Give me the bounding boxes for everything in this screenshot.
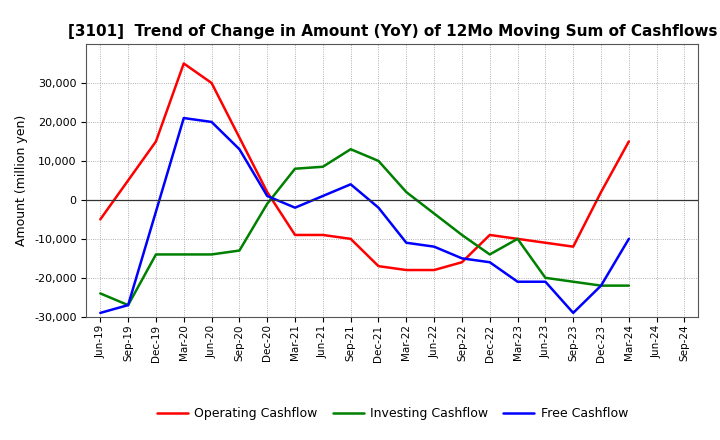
Free Cashflow	[263, 193, 271, 198]
Operating Cashflow	[96, 217, 104, 222]
Line: Investing Cashflow: Investing Cashflow	[100, 149, 629, 305]
Operating Cashflow	[179, 61, 188, 66]
Operating Cashflow	[624, 139, 633, 144]
Operating Cashflow	[513, 236, 522, 242]
Operating Cashflow	[291, 232, 300, 238]
Investing Cashflow	[541, 275, 550, 280]
Free Cashflow	[318, 193, 327, 198]
Free Cashflow	[430, 244, 438, 249]
Free Cashflow	[207, 119, 216, 125]
Free Cashflow	[541, 279, 550, 284]
Investing Cashflow	[263, 201, 271, 206]
Free Cashflow	[96, 310, 104, 315]
Legend: Operating Cashflow, Investing Cashflow, Free Cashflow: Operating Cashflow, Investing Cashflow, …	[152, 402, 633, 425]
Investing Cashflow	[569, 279, 577, 284]
Free Cashflow	[235, 147, 243, 152]
Free Cashflow	[346, 182, 355, 187]
Title: [3101]  Trend of Change in Amount (YoY) of 12Mo Moving Sum of Cashflows: [3101] Trend of Change in Amount (YoY) o…	[68, 24, 717, 39]
Investing Cashflow	[458, 232, 467, 238]
Y-axis label: Amount (million yen): Amount (million yen)	[16, 115, 29, 246]
Line: Operating Cashflow: Operating Cashflow	[100, 63, 629, 270]
Investing Cashflow	[96, 291, 104, 296]
Operating Cashflow	[485, 232, 494, 238]
Free Cashflow	[624, 236, 633, 242]
Investing Cashflow	[513, 236, 522, 242]
Investing Cashflow	[124, 302, 132, 308]
Operating Cashflow	[152, 139, 161, 144]
Investing Cashflow	[346, 147, 355, 152]
Operating Cashflow	[541, 240, 550, 246]
Investing Cashflow	[624, 283, 633, 288]
Free Cashflow	[597, 283, 606, 288]
Free Cashflow	[124, 302, 132, 308]
Investing Cashflow	[597, 283, 606, 288]
Investing Cashflow	[374, 158, 383, 164]
Operating Cashflow	[207, 81, 216, 86]
Operating Cashflow	[430, 268, 438, 273]
Investing Cashflow	[485, 252, 494, 257]
Operating Cashflow	[318, 232, 327, 238]
Investing Cashflow	[402, 190, 410, 195]
Free Cashflow	[513, 279, 522, 284]
Free Cashflow	[569, 310, 577, 315]
Operating Cashflow	[402, 268, 410, 273]
Operating Cashflow	[374, 264, 383, 269]
Line: Free Cashflow: Free Cashflow	[100, 118, 629, 313]
Operating Cashflow	[597, 190, 606, 195]
Operating Cashflow	[458, 260, 467, 265]
Investing Cashflow	[152, 252, 161, 257]
Operating Cashflow	[346, 236, 355, 242]
Investing Cashflow	[318, 164, 327, 169]
Free Cashflow	[402, 240, 410, 246]
Investing Cashflow	[207, 252, 216, 257]
Free Cashflow	[485, 260, 494, 265]
Free Cashflow	[458, 256, 467, 261]
Investing Cashflow	[179, 252, 188, 257]
Investing Cashflow	[291, 166, 300, 171]
Free Cashflow	[179, 115, 188, 121]
Operating Cashflow	[569, 244, 577, 249]
Investing Cashflow	[235, 248, 243, 253]
Free Cashflow	[291, 205, 300, 210]
Operating Cashflow	[263, 190, 271, 195]
Free Cashflow	[374, 205, 383, 210]
